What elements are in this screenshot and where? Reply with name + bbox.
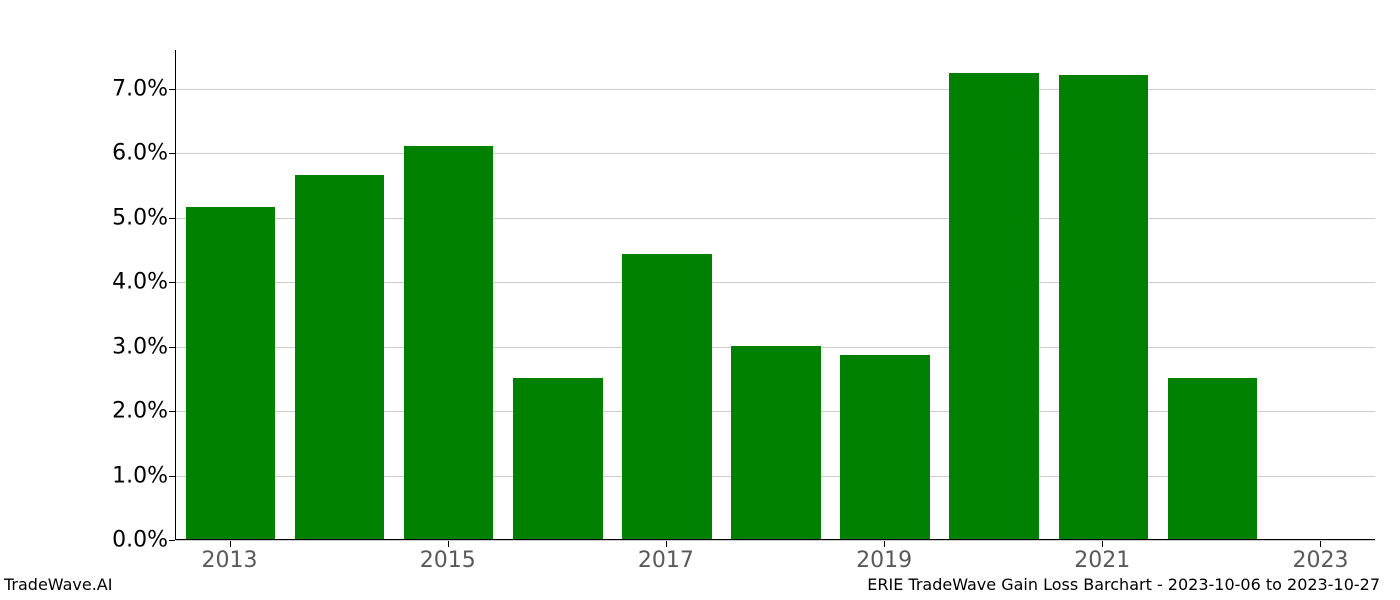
gridline — [176, 540, 1375, 541]
ytick-mark — [169, 476, 175, 477]
bar — [186, 207, 275, 539]
ytick-label: 3.0% — [112, 334, 168, 359]
xtick-label: 2021 — [1074, 548, 1130, 573]
bar — [1059, 75, 1148, 539]
xtick-label: 2019 — [856, 548, 912, 573]
xtick-label: 2013 — [202, 548, 258, 573]
xtick-mark — [666, 541, 667, 547]
ytick-mark — [169, 411, 175, 412]
ytick-mark — [169, 540, 175, 541]
xtick-mark — [230, 541, 231, 547]
xtick-label: 2023 — [1292, 548, 1348, 573]
footer-right-label: ERIE TradeWave Gain Loss Barchart - 2023… — [867, 575, 1380, 594]
gridline — [176, 153, 1375, 154]
bar — [840, 355, 929, 539]
ytick-mark — [169, 153, 175, 154]
chart-container: 0.0% 1.0% 2.0% 3.0% 4.0% 5.0% 6.0% 7.0% 2013 201… — [0, 0, 1400, 600]
bar — [513, 378, 602, 539]
bar — [949, 73, 1038, 539]
xtick-mark — [884, 541, 885, 547]
bar — [295, 175, 384, 539]
xtick-mark — [1320, 541, 1321, 547]
gridline — [176, 89, 1375, 90]
ytick-label: 7.0% — [112, 76, 168, 101]
ytick-label: 6.0% — [112, 141, 168, 166]
ytick-mark — [169, 89, 175, 90]
ytick-mark — [169, 218, 175, 219]
bar — [1168, 378, 1257, 539]
bar — [731, 346, 820, 539]
bar — [622, 254, 711, 539]
ytick-mark — [169, 347, 175, 348]
xtick-mark — [1102, 541, 1103, 547]
ytick-label: 1.0% — [112, 463, 168, 488]
ytick-label: 0.0% — [112, 528, 168, 553]
plot-area — [175, 50, 1375, 540]
ytick-mark — [169, 282, 175, 283]
bar — [404, 146, 493, 539]
ytick-label: 4.0% — [112, 270, 168, 295]
xtick-label: 2017 — [638, 548, 694, 573]
xtick-mark — [448, 541, 449, 547]
footer-left-label: TradeWave.AI — [4, 575, 112, 594]
ytick-label: 5.0% — [112, 205, 168, 230]
xtick-label: 2015 — [420, 548, 476, 573]
ytick-label: 2.0% — [112, 399, 168, 424]
